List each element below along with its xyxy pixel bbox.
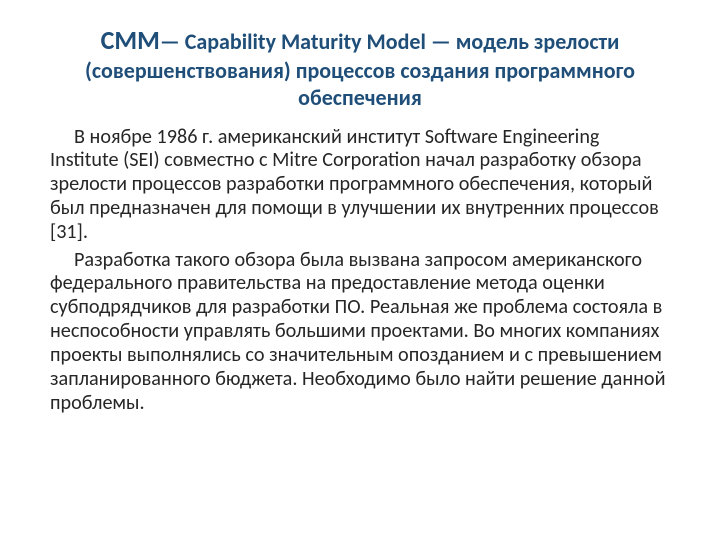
slide: СММ— Capability Maturity Model — модель … [0,0,720,540]
slide-title: СММ— Capability Maturity Model — модель … [50,24,670,112]
slide-body: В ноябре 1986 г. американский институт S… [50,126,670,416]
paragraph: Разработка такого обзора была вызвана за… [50,249,670,416]
paragraph: В ноябре 1986 г. американский институт S… [50,126,670,245]
title-rest: — Capability Maturity Model — модель зре… [85,28,635,111]
title-abbr: СММ [101,24,160,56]
